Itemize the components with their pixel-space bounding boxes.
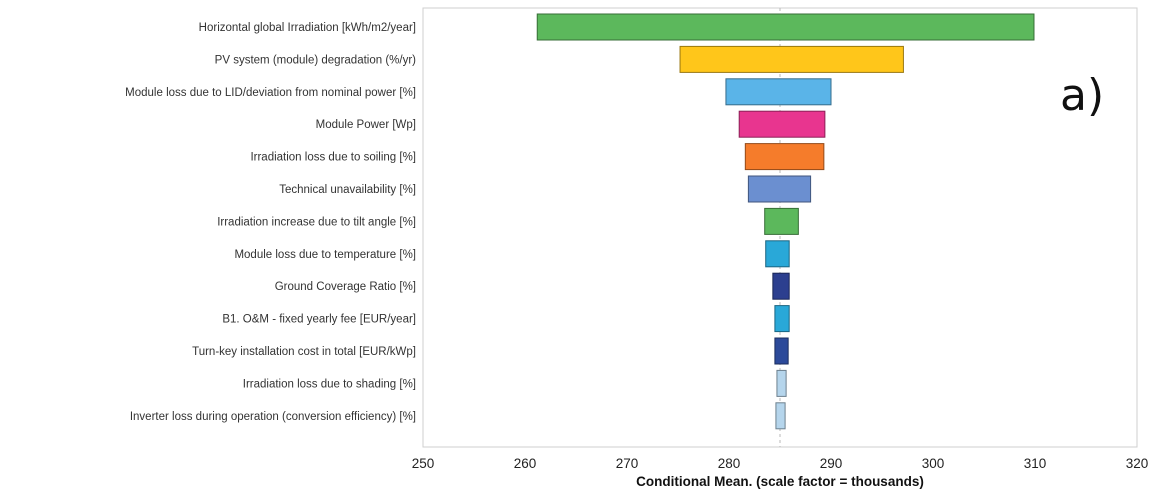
x-tick-label: 250 [412, 456, 435, 471]
x-tick-label: 270 [616, 456, 639, 471]
category-label: B1. O&M - fixed yearly fee [EUR/year] [222, 314, 416, 326]
bar [725, 78, 832, 106]
category-label: Horizontal global Irradiation [kWh/m2/ye… [199, 22, 416, 34]
bar [775, 402, 786, 430]
bar [679, 45, 904, 73]
x-tick-label: 310 [1024, 456, 1047, 471]
bar [765, 240, 790, 268]
bar [747, 175, 812, 203]
category-label: Irradiation increase due to tilt angle [… [217, 216, 416, 228]
category-label: Technical unavailability [%] [279, 184, 416, 196]
bar [738, 110, 826, 138]
bar [774, 337, 789, 365]
category-label: Irradiation loss due to shading [%] [243, 378, 416, 390]
x-tick-label: 260 [514, 456, 537, 471]
category-label: Ground Coverage Ratio [%] [275, 281, 416, 293]
category-label: Turn-key installation cost in total [EUR… [192, 346, 416, 358]
bars-group [536, 13, 1035, 430]
x-tick-label: 320 [1126, 456, 1149, 471]
bar [744, 143, 825, 171]
x-tick-label: 280 [718, 456, 741, 471]
category-label: Module loss due to temperature [%] [234, 249, 416, 261]
panel-label: a) [1060, 70, 1104, 121]
bar [772, 272, 790, 300]
bar [764, 207, 799, 235]
bar [776, 369, 787, 397]
x-tick-label: 300 [922, 456, 945, 471]
category-labels: Horizontal global Irradiation [kWh/m2/ye… [125, 22, 416, 423]
bar [536, 13, 1035, 41]
x-axis-ticks: 250 260 270 280 290 300 310 320 [412, 456, 1149, 471]
category-label: PV system (module) degradation (%/yr) [215, 54, 416, 66]
category-label: Module Power [Wp] [316, 119, 416, 131]
bar [774, 305, 790, 333]
x-tick-label: 290 [820, 456, 843, 471]
category-label: Irradiation loss due to soiling [%] [250, 152, 416, 164]
category-label: Module loss due to LID/deviation from no… [125, 87, 416, 99]
category-label: Inverter loss during operation (conversi… [130, 411, 416, 423]
x-axis-title: Conditional Mean. (scale factor = thousa… [636, 474, 924, 489]
